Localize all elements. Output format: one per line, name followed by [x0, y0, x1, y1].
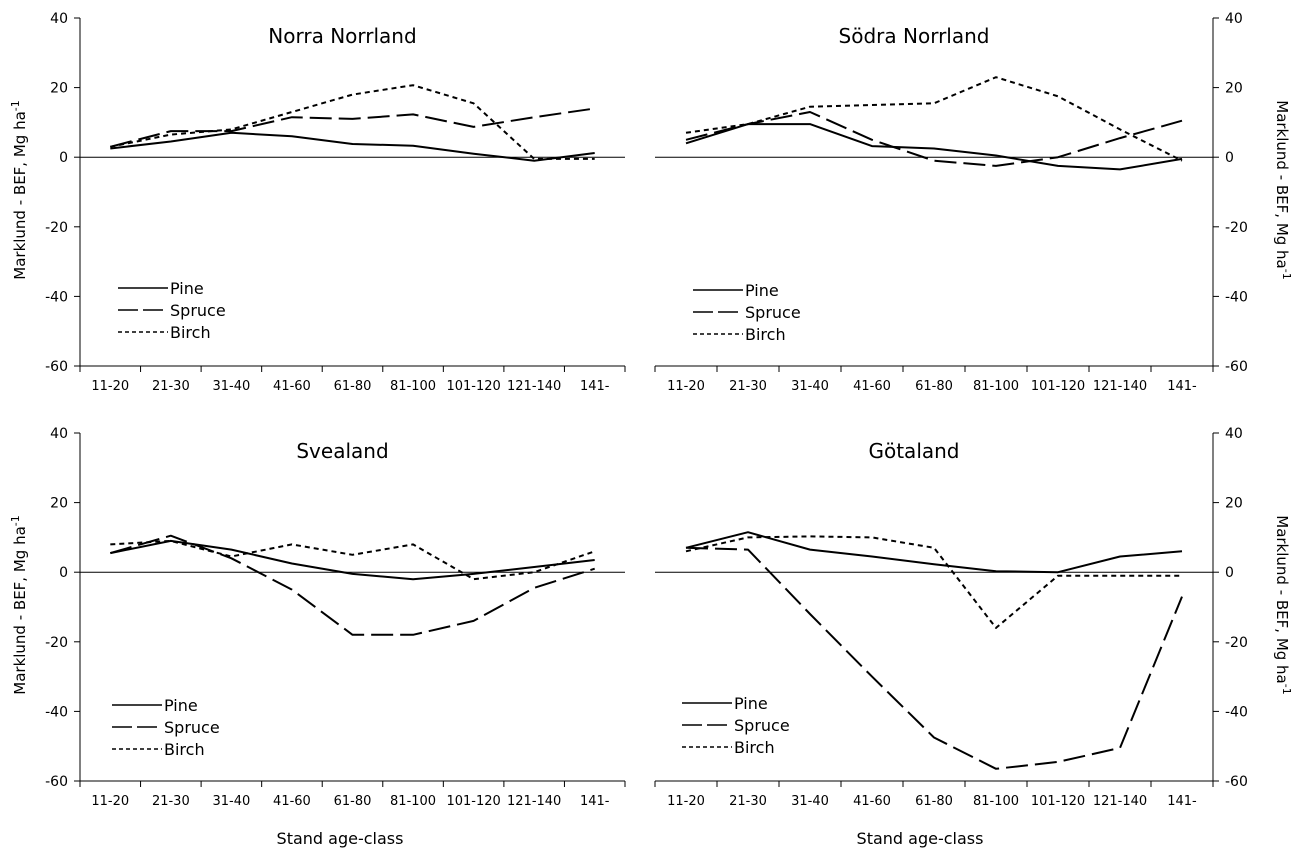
- series-line-pine: [110, 131, 595, 162]
- legend-label: Spruce: [745, 303, 801, 322]
- panel-title: Götaland: [868, 439, 959, 463]
- legend-label: Pine: [170, 279, 204, 298]
- y-tick-label: -40: [1225, 289, 1248, 305]
- x-tick-label: 61-80: [334, 794, 372, 809]
- y-tick-label: 20: [1225, 81, 1243, 97]
- series-line-birch: [110, 539, 596, 581]
- y-tick-label: -60: [45, 774, 68, 790]
- x-tick-label: 21-30: [729, 379, 767, 394]
- legend-label: Spruce: [170, 301, 226, 320]
- y-tick-label: -60: [45, 359, 68, 375]
- x-tick-label: 141-: [1167, 794, 1197, 809]
- legend-label: Birch: [745, 325, 786, 344]
- x-tick-label: 81-100: [973, 379, 1019, 394]
- x-tick-label: 11-20: [667, 379, 705, 394]
- series-line-birch: [685, 535, 1182, 629]
- x-tick-label: 101-120: [446, 379, 500, 394]
- legend-label: Pine: [164, 696, 198, 715]
- x-tick-label: 81-100: [390, 794, 436, 809]
- y-tick-label: 0: [1225, 150, 1234, 166]
- x-tick-label: 31-40: [791, 794, 829, 809]
- panel-title: Svealand: [296, 439, 388, 463]
- y-tick-label: 40: [1225, 11, 1243, 27]
- legend-label: Birch: [734, 738, 775, 757]
- x-tick-label: 11-20: [667, 794, 705, 809]
- y-axis-title: Marklund - BEF, Mg ha-1: [9, 100, 29, 279]
- legend-label: Pine: [734, 694, 768, 713]
- y-axis-title: Marklund - BEF, Mg ha-1: [9, 515, 29, 694]
- x-tick-label: 81-100: [973, 794, 1019, 809]
- x-tick-label: 21-30: [152, 794, 190, 809]
- y-tick-label: -40: [45, 704, 68, 720]
- x-tick-label: 31-40: [212, 794, 250, 809]
- legend-label: Pine: [745, 281, 779, 300]
- x-axis-title: Stand age-class: [277, 829, 404, 848]
- x-tick-label: 141-: [1167, 379, 1197, 394]
- series-line-pine: [110, 539, 595, 581]
- y-axis-title: Marklund - BEF, Mg ha-1: [1273, 100, 1293, 279]
- y-tick-label: -60: [1225, 359, 1248, 375]
- x-tick-label: 11-20: [91, 794, 129, 809]
- y-tick-label: -40: [1225, 704, 1248, 720]
- y-tick-label: 20: [50, 496, 68, 512]
- series-line-birch: [110, 84, 595, 160]
- x-tick-label: 141-: [580, 379, 610, 394]
- legend-label: Spruce: [164, 718, 220, 737]
- x-tick-label: 31-40: [212, 379, 250, 394]
- y-tick-label: 20: [1225, 496, 1243, 512]
- series-line-spruce: [685, 546, 1183, 770]
- y-tick-label: -20: [45, 220, 68, 236]
- legend-label: Birch: [164, 740, 205, 759]
- y-tick-label: -20: [1225, 635, 1248, 651]
- y-tick-label: -60: [1225, 774, 1248, 790]
- y-tick-label: -40: [45, 289, 68, 305]
- y-tick-label: 40: [1225, 426, 1243, 442]
- series-line-spruce: [110, 107, 595, 148]
- x-tick-label: 121-140: [1093, 794, 1147, 809]
- x-tick-label: 41-60: [273, 794, 311, 809]
- x-tick-label: 121-140: [507, 379, 561, 394]
- chart-panel: 40 20 0 -20 -40 -60 11-20 21-30 31-40 41-60 61-80 8…: [9, 426, 626, 809]
- x-tick-label: 121-140: [1093, 379, 1147, 394]
- x-tick-label: 41-60: [853, 379, 891, 394]
- x-tick-label: 31-40: [791, 379, 829, 394]
- y-axis-title: Marklund - BEF, Mg ha-1: [1273, 515, 1293, 694]
- x-tick-label: 141-: [580, 794, 610, 809]
- chart-panel: 40 20 0 -20 -40 -60 11-20 21-30 31-40 41-60 61-80 8…: [654, 426, 1293, 809]
- x-tick-label: 61-80: [334, 379, 372, 394]
- x-axis-title: Stand age-class: [857, 829, 984, 848]
- y-tick-label: -20: [45, 635, 68, 651]
- panels: 40 20 0 -20 -40 -60 11-20 21-30 31-40 41-60 61-80 8…: [9, 11, 1293, 809]
- panel-title: Södra Norrland: [839, 24, 990, 48]
- y-tick-label: -20: [1225, 220, 1248, 236]
- x-tick-label: 11-20: [91, 379, 129, 394]
- series-line-pine: [685, 123, 1183, 171]
- x-tick-label: 101-120: [1031, 794, 1085, 809]
- series-line-spruce: [110, 534, 596, 636]
- panel-title: Norra Norrland: [268, 24, 416, 48]
- x-tick-label: 21-30: [152, 379, 190, 394]
- y-tick-label: 40: [50, 426, 68, 442]
- x-tick-label: 81-100: [390, 379, 436, 394]
- x-tick-label: 101-120: [1031, 379, 1085, 394]
- legend-label: Birch: [170, 323, 211, 342]
- y-tick-label: 0: [59, 150, 68, 166]
- y-tick-label: 0: [59, 565, 68, 581]
- x-tick-label: 41-60: [273, 379, 311, 394]
- y-tick-label: 0: [1225, 565, 1234, 581]
- y-tick-label: 20: [50, 81, 68, 97]
- y-tick-label: 40: [50, 11, 68, 27]
- chart-panel: 40 20 0 -20 -40 -60 11-20 21-30 31-40 41-60 61-80 8…: [654, 11, 1293, 394]
- x-tick-label: 101-120: [446, 794, 500, 809]
- x-tick-label: 41-60: [853, 794, 891, 809]
- x-tick-label: 21-30: [729, 794, 767, 809]
- legend-label: Spruce: [734, 716, 790, 735]
- x-tick-label: 121-140: [507, 794, 561, 809]
- x-tick-label: 61-80: [915, 379, 953, 394]
- series-line-birch: [685, 76, 1183, 162]
- x-tick-label: 61-80: [915, 794, 953, 809]
- chart-panel: 40 20 0 -20 -40 -60 11-20 21-30 31-40 41-60 61-80 8…: [9, 11, 626, 394]
